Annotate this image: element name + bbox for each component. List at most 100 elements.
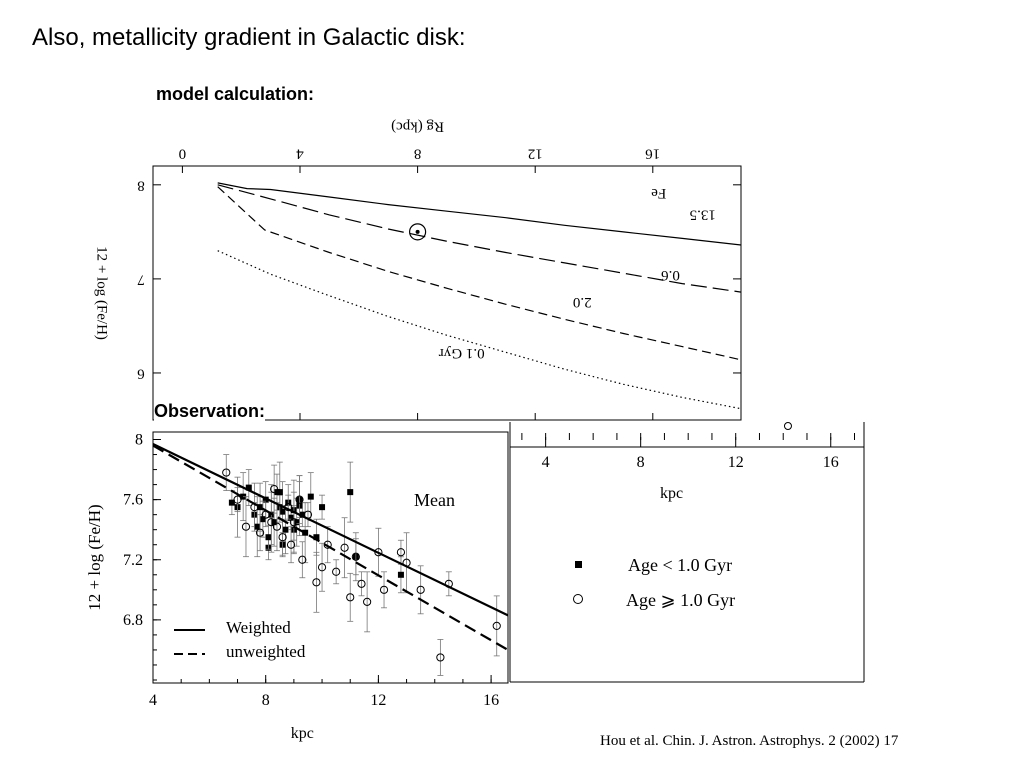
obs-xtick-label: 4	[149, 692, 157, 709]
filled-square-point	[259, 516, 266, 523]
obs-ytick-label: 6.8	[123, 612, 143, 629]
filled-square-point	[245, 484, 252, 491]
sun-symbol-icon	[409, 223, 427, 241]
open-circle-point	[346, 593, 355, 602]
open-circle-point	[267, 518, 276, 527]
filled-square-point	[319, 504, 326, 511]
filled-square-point	[279, 508, 286, 515]
right-xtick-label: 12	[728, 454, 744, 471]
open-circle-point	[317, 563, 327, 572]
right-xtick-label: 16	[823, 454, 839, 471]
right-x-axis-label: kpc	[660, 485, 683, 502]
observation-plot: 4 8 12 16 8 7.6 7.2 6.8 kpc 12 + log (Fe/H) Mean We…	[85, 431, 509, 742]
open-circle-point	[436, 653, 445, 662]
open-circle-point	[363, 597, 372, 606]
model-series-line	[217, 186, 742, 361]
open-circle-point	[286, 540, 296, 549]
open-circle-point	[241, 522, 251, 531]
observation-plot-frame	[152, 431, 509, 684]
model-series-line	[217, 250, 742, 410]
filled-square-point	[299, 511, 306, 518]
open-circle-point	[357, 579, 366, 588]
obs-xtick-label: 8	[262, 692, 270, 709]
model-xtick-label: 8	[414, 146, 422, 162]
model-xtick-label: 4	[296, 146, 304, 162]
model-plot: 0 4 8 12 16 8 7 6 Rg (kpc) 12 + log (Fe/H) 0.1 Gyr…	[94, 119, 742, 421]
weighted-fit-line	[152, 443, 509, 617]
open-circle-point	[340, 543, 349, 552]
open-circle-point	[416, 585, 425, 594]
model-series-label: 13.5	[690, 207, 716, 223]
legend-age-old: Age ⩾ 1.0 Gyr	[626, 590, 735, 610]
filled-square-point	[302, 529, 309, 536]
model-ytick-label: 8	[137, 177, 145, 193]
filled-square-point	[265, 534, 272, 541]
model-series-label: 0.1 Gyr	[439, 345, 485, 361]
filled-square-legend-icon	[575, 561, 582, 568]
filled-square-point	[276, 489, 283, 496]
model-ytick-label: 7	[137, 271, 145, 287]
obs-x-axis-label: kpc	[291, 725, 314, 742]
open-circle-legend-icon	[573, 594, 583, 604]
legend-age-young: Age < 1.0 Gyr	[628, 555, 732, 575]
open-circle-marker	[783, 422, 792, 430]
filled-square-point	[282, 526, 289, 533]
filled-square-point	[254, 523, 261, 530]
obs-annotation-mean: Mean	[414, 490, 455, 510]
model-series-line	[217, 182, 742, 246]
open-circle-point	[492, 621, 501, 630]
filled-square-point	[288, 514, 295, 521]
unweighted-fit-line	[152, 444, 509, 651]
obs-ytick-label: 7.6	[123, 492, 143, 509]
filled-square-point	[271, 519, 278, 526]
open-circle-point	[295, 495, 304, 504]
model-x-axis-label: Rg (kpc)	[391, 119, 444, 135]
open-circle-point	[272, 522, 282, 531]
open-circle-point	[323, 540, 332, 549]
open-circle-point	[270, 485, 279, 494]
filled-square-point	[228, 499, 235, 506]
open-circle-point	[222, 468, 231, 477]
model-series-line	[217, 184, 742, 293]
right-xtick-label: 4	[542, 454, 550, 471]
right-xtick-label: 8	[637, 454, 645, 471]
model-annotation: Fe	[651, 185, 666, 201]
open-circle-point	[351, 552, 360, 561]
slide-title: Also, metallicity gradient in Galactic d…	[32, 24, 466, 51]
open-circle-point	[379, 585, 389, 594]
open-circle-point	[298, 555, 307, 564]
obs-ytick-label: 8	[135, 432, 143, 449]
obs-xtick-label: 16	[483, 692, 499, 709]
citation: Hou et al. Chin. J. Astron. Astrophys. 2…	[600, 733, 899, 749]
open-circle-point	[233, 495, 242, 504]
open-circle-point	[396, 548, 406, 557]
model-series-label: 0.6	[661, 267, 680, 283]
model-y-axis-label: 12 + log (Fe/H)	[94, 246, 110, 340]
model-calculation-label: model calculation:	[156, 84, 315, 104]
legend-weighted-label: Weighted	[226, 618, 291, 637]
model-ytick-label: 6	[137, 366, 145, 382]
obs-xtick-label: 12	[370, 692, 386, 709]
filled-square-point	[347, 489, 354, 496]
observation-label: Observation:	[154, 401, 266, 422]
open-circle-point	[312, 578, 321, 587]
model-xtick-label: 16	[645, 146, 661, 162]
model-plot-frame	[152, 165, 742, 421]
open-circle-point	[332, 567, 341, 576]
filled-square-point	[307, 493, 314, 500]
model-xtick-label: 0	[179, 146, 187, 162]
legend-unweighted-label: unweighted	[226, 642, 306, 661]
filled-square-point	[293, 519, 300, 526]
model-series-label: 2.0	[573, 294, 592, 310]
obs-ytick-label: 7.2	[123, 552, 143, 569]
filled-square-point	[397, 571, 404, 578]
model-xtick-label: 12	[528, 146, 543, 162]
filled-square-point	[313, 534, 320, 541]
open-circle-point	[255, 528, 265, 537]
filled-square-point	[257, 504, 264, 511]
right-panel: 4 8 12 16 kpc Age < 1.0 Gyr Age ⩾ 1.0 Gyr	[509, 422, 865, 683]
obs-y-axis-label: 12 + log (Fe/H)	[85, 504, 104, 610]
sun-symbol-dot	[415, 229, 420, 234]
open-circle-point	[278, 533, 287, 542]
